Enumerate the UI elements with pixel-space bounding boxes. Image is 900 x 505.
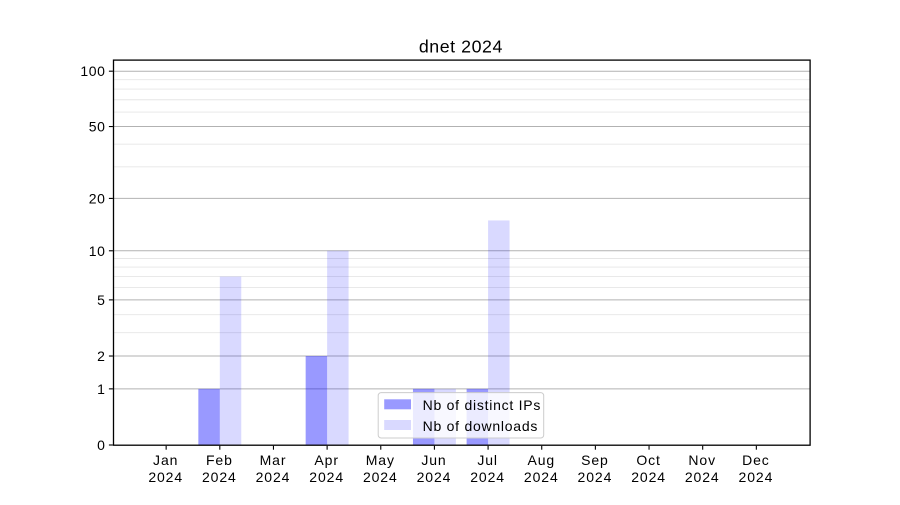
svg-text:Aug: Aug (527, 452, 555, 468)
svg-text:50: 50 (89, 119, 106, 135)
svg-text:2: 2 (97, 348, 105, 364)
svg-text:Jan: Jan (153, 452, 178, 468)
svg-text:Dec: Dec (742, 452, 770, 468)
svg-text:2024: 2024 (578, 469, 613, 485)
svg-text:1: 1 (97, 381, 105, 397)
svg-text:2024: 2024 (148, 469, 183, 485)
svg-text:Apr: Apr (314, 452, 339, 468)
svg-text:2024: 2024 (685, 469, 720, 485)
svg-text:2024: 2024 (309, 469, 344, 485)
svg-text:Nov: Nov (688, 452, 716, 468)
svg-text:2024: 2024 (739, 469, 774, 485)
svg-text:2024: 2024 (631, 469, 666, 485)
svg-text:2024: 2024 (256, 469, 291, 485)
svg-text:Jul: Jul (477, 452, 498, 468)
svg-text:100: 100 (80, 63, 105, 79)
svg-text:May: May (366, 452, 395, 468)
svg-text:0: 0 (97, 437, 105, 453)
svg-text:2024: 2024 (470, 469, 505, 485)
svg-text:dnet 2024: dnet 2024 (419, 37, 503, 57)
svg-text:Nb of distinct IPs: Nb of distinct IPs (423, 397, 542, 413)
svg-text:5: 5 (97, 292, 105, 308)
svg-text:10: 10 (89, 243, 106, 259)
svg-text:Jun: Jun (421, 452, 446, 468)
svg-text:20: 20 (89, 190, 106, 206)
svg-text:Nb of downloads: Nb of downloads (423, 418, 539, 434)
svg-text:2024: 2024 (524, 469, 559, 485)
svg-text:Feb: Feb (206, 452, 233, 468)
svg-text:2024: 2024 (202, 469, 237, 485)
svg-text:2024: 2024 (417, 469, 452, 485)
svg-text:Oct: Oct (636, 452, 660, 468)
svg-text:2024: 2024 (363, 469, 398, 485)
svg-text:Mar: Mar (260, 452, 287, 468)
svg-text:Sep: Sep (581, 452, 609, 468)
